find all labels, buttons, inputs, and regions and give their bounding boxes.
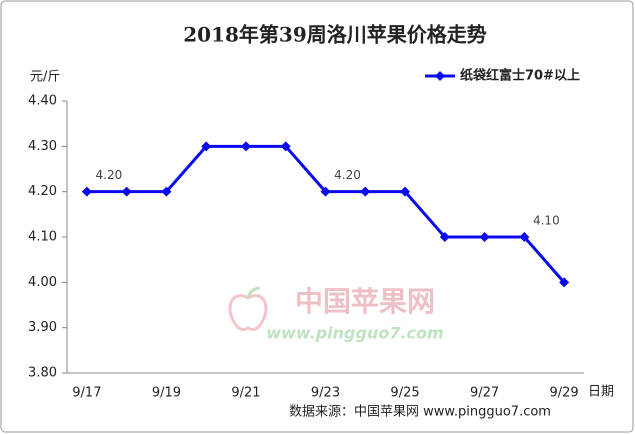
data-label: 4.20 xyxy=(334,168,361,182)
x-axis-label: 日期 xyxy=(588,385,614,400)
y-tick-label: 3.80 xyxy=(28,366,57,381)
x-tick-label: 9/19 xyxy=(152,386,181,401)
point xyxy=(201,141,212,152)
point xyxy=(559,277,570,288)
source: 数据来源：中国苹果网 www.pingguo7.com xyxy=(289,405,551,420)
watermark-leaf xyxy=(246,286,261,299)
legend-marker xyxy=(435,71,445,81)
y-axis-label: 元/斤 xyxy=(30,70,60,85)
x-tick-label: 9/21 xyxy=(231,386,260,401)
x-tick-label: 9/29 xyxy=(550,386,579,401)
legend-label: 纸袋红富士70#以上 xyxy=(460,68,580,84)
point xyxy=(320,186,331,197)
data-label: 4.10 xyxy=(533,214,560,228)
point xyxy=(519,232,530,242)
y-tick-label: 3.90 xyxy=(28,320,57,335)
x-tick-label: 9/23 xyxy=(311,386,340,401)
chart-title: 2018年第39周洛川苹果价格走势 xyxy=(183,23,487,47)
point xyxy=(479,232,490,242)
point xyxy=(161,186,172,197)
y-tick-label: 4.10 xyxy=(28,230,57,245)
x-tick-label: 9/27 xyxy=(470,386,499,401)
watermark-url: www.pingguo7.com xyxy=(266,324,443,343)
y-tick-label: 4.20 xyxy=(28,184,57,199)
data-label: 4.20 xyxy=(96,168,123,182)
x-tick-label: 9/17 xyxy=(72,386,101,401)
point xyxy=(439,232,450,242)
point xyxy=(360,186,371,197)
watermark: 中国苹果网 www.pingguo7.com xyxy=(228,285,444,343)
watermark-name: 中国苹果网 xyxy=(295,285,435,318)
y-tick-label: 4.30 xyxy=(28,139,57,154)
watermark-logo xyxy=(228,294,268,332)
point xyxy=(240,141,251,152)
x-tick-label: 9/25 xyxy=(390,386,419,401)
y-tick-label: 4.40 xyxy=(28,94,57,109)
point xyxy=(280,141,291,152)
point xyxy=(400,186,411,197)
point xyxy=(81,186,92,197)
y-tick-label: 4.00 xyxy=(28,275,57,290)
point xyxy=(121,186,132,197)
